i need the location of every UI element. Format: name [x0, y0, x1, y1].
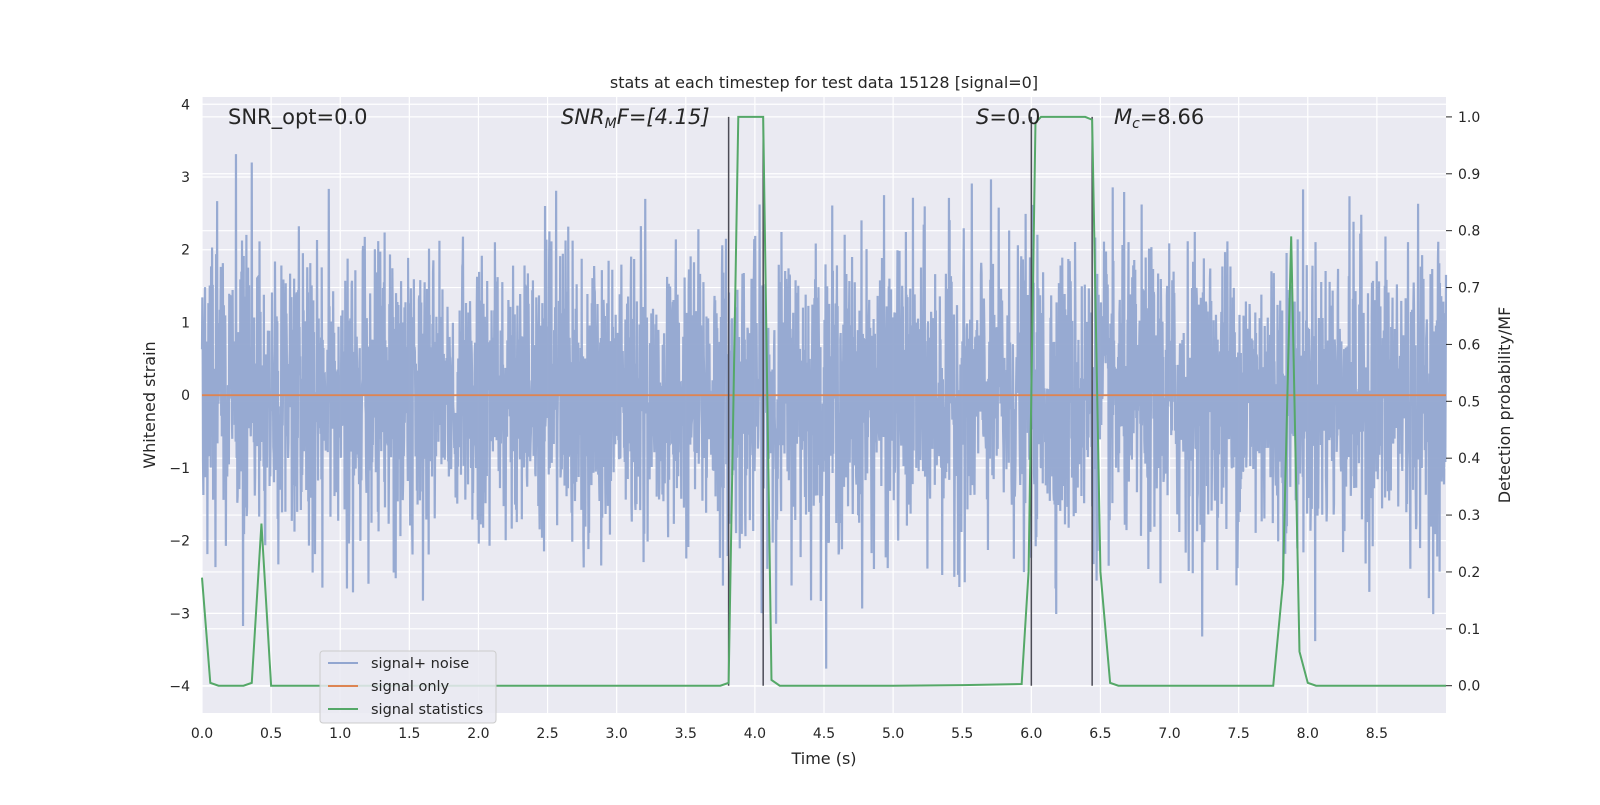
y-left-tick-label: 0 [181, 388, 190, 404]
x-tick-label: 0.5 [260, 726, 282, 742]
legend-box [319, 650, 497, 724]
annotation-snr-opt: SNR_opt=0.0 [228, 105, 368, 130]
y-left-ticks: −4 −3 −2 −1 0 1 2 3 4 [169, 97, 190, 695]
annotation-snr-mf: SNRMF=[4.15] [561, 105, 710, 132]
x-tick-label: 2.0 [467, 726, 489, 742]
annotation-mc: Mc=8.66 [1114, 105, 1204, 132]
y-right-tick-label: 0.9 [1458, 167, 1480, 183]
legend-label-signal-statistics: signal statistics [371, 702, 483, 718]
y-left-tick-label: −4 [169, 679, 190, 695]
y-right-tick-label: 0.7 [1458, 281, 1480, 297]
y-left-tick-label: 3 [181, 170, 190, 186]
x-tick-label: 4.5 [813, 726, 835, 742]
x-tick-label: 7.0 [1158, 726, 1180, 742]
x-tick-label: 5.0 [882, 726, 904, 742]
chart-title: stats at each timestep for test data 151… [610, 73, 1038, 92]
y-right-ticks: 0.0 0.1 0.2 0.3 0.4 0.5 0.6 0.7 0.8 0.9 1.0 [1446, 110, 1480, 695]
y-right-tick-label: 0.2 [1458, 565, 1480, 581]
x-tick-label: 7.5 [1228, 726, 1250, 742]
legend-label-signal-only: signal only [371, 679, 450, 695]
x-tick-label: 8.0 [1297, 726, 1319, 742]
y-right-tick-label: 0.4 [1458, 451, 1480, 467]
x-tick-label: 0.0 [191, 726, 213, 742]
y-left-tick-label: −2 [169, 534, 190, 550]
line-signal-noise [200, 154, 1448, 669]
y-left-tick-label: −3 [169, 606, 190, 622]
x-tick-label: 1.0 [329, 726, 351, 742]
x-axis-label: Time (s) [790, 749, 856, 768]
y-left-tick-label: 4 [181, 97, 190, 113]
x-tick-label: 1.5 [398, 726, 420, 742]
x-tick-label: 8.5 [1366, 726, 1388, 742]
x-ticks: 0.0 0.5 1.0 1.5 2.0 2.5 3.0 3.5 4.0 4.5 5.0 5.5 6.0 6… [191, 726, 1388, 742]
legend: signal+ noise signal only signal statist… [319, 650, 497, 724]
legend-label-signal-noise: signal+ noise [371, 656, 469, 672]
y-right-tick-label: 0.5 [1458, 394, 1480, 410]
y-left-tick-label: 1 [181, 315, 190, 331]
x-tick-label: 2.5 [536, 726, 558, 742]
y-left-axis-label: Whitened strain [140, 341, 159, 468]
annotation-s: S=0.0 [976, 105, 1040, 129]
y-right-tick-label: 0.8 [1458, 224, 1480, 240]
y-right-axis-label: Detection probability/MF [1495, 307, 1514, 504]
y-right-tick-label: 0.1 [1458, 622, 1480, 638]
line-signal-statistics [201, 115, 1446, 687]
y-left-tick-label: −1 [169, 461, 190, 477]
x-tick-label: 4.0 [744, 726, 766, 742]
y-right-tick-label: 1.0 [1458, 110, 1480, 126]
y-right-tick-label: 0.6 [1458, 337, 1480, 353]
x-tick-label: 6.0 [1020, 726, 1042, 742]
y-right-tick-label: 0.0 [1458, 679, 1480, 695]
x-tick-label: 5.5 [951, 726, 973, 742]
series-signal-noise [200, 154, 1448, 669]
x-tick-label: 3.5 [675, 726, 697, 742]
series-signal-statistics [201, 115, 1446, 687]
y-right-tick-label: 0.3 [1458, 508, 1480, 524]
x-tick-label: 6.5 [1089, 726, 1111, 742]
x-tick-label: 3.0 [606, 726, 628, 742]
y-left-tick-label: 2 [181, 243, 190, 259]
